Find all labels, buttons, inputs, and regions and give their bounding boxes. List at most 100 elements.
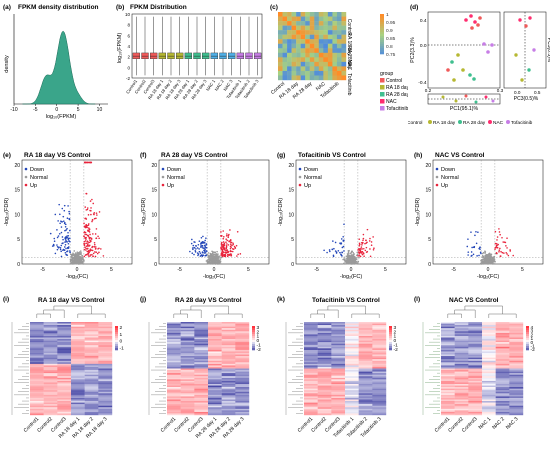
heatmap-cell <box>221 405 236 408</box>
heatmap-cell <box>331 411 346 414</box>
heatmap-scale-cell <box>389 330 392 333</box>
volcano-point-up <box>225 247 228 250</box>
heatmap-cell <box>180 388 195 391</box>
heatmap-cell <box>345 360 359 363</box>
volcano-point-normal <box>76 254 79 257</box>
heatmap-cell <box>468 384 483 386</box>
heatmap-cell <box>304 349 318 352</box>
volcano-point-up <box>90 238 93 240</box>
pca-legend-label: Tofacitinib <box>511 120 533 126</box>
heatmap-cell <box>30 332 44 335</box>
heatmap-scale-cell <box>115 344 118 347</box>
heatmap-cell <box>317 410 332 413</box>
heatmap-cell <box>194 363 209 366</box>
pca-xtick: 0.3 <box>497 88 504 93</box>
volcano-point-normal <box>207 252 210 254</box>
heatmap-cell <box>30 388 44 391</box>
heatmap-cell <box>98 388 113 391</box>
pc1-label: PC1(95.1)% <box>450 106 479 112</box>
heatmap-cell <box>180 366 195 369</box>
heatmap-cell <box>441 359 455 361</box>
heatmap-scale-label: 2 <box>531 332 534 338</box>
volcano-point-normal <box>211 250 213 253</box>
volcano-ytick: 0 <box>291 262 294 268</box>
heatmap-cell <box>345 408 359 411</box>
volcano-point-up <box>499 247 501 250</box>
boxplot-chart: (b) FPKM Distribution log₁₀(FPKM) -20246… <box>116 4 263 100</box>
heatmap-cell <box>331 322 346 324</box>
heatmap-cell <box>180 362 195 365</box>
volcano-point-up <box>357 249 359 251</box>
volcano-point-normal <box>357 260 360 263</box>
heatmap-cell <box>358 368 373 371</box>
corr-cell <box>323 75 329 81</box>
volcano-point-normal <box>342 262 345 265</box>
corr-cell <box>300 34 306 40</box>
pc1-marginal-point <box>441 95 445 99</box>
box <box>245 52 253 60</box>
heatmap-cell <box>221 384 236 386</box>
heatmap-cell <box>208 349 222 352</box>
heatmap-cell <box>30 328 44 330</box>
corr-cell <box>300 66 306 72</box>
corr-cell <box>287 75 292 81</box>
heatmap-scale-cell <box>115 328 118 331</box>
heatmap-cell <box>454 353 469 355</box>
heatmap-cell <box>84 399 99 402</box>
column-dendrogram <box>36 305 106 318</box>
heatmap-cell <box>495 382 510 385</box>
volcano-point-normal <box>480 259 483 261</box>
heatmap-cell <box>221 390 236 392</box>
heatmap-cell <box>441 399 455 402</box>
volcano-point-down <box>203 244 206 247</box>
volcano-point-down <box>204 239 206 242</box>
heatmap-cell <box>30 371 44 374</box>
volcano-point-up <box>358 253 361 255</box>
heatmap-cell <box>358 366 373 369</box>
heatmap-cell <box>57 335 72 338</box>
volcano-point-down <box>61 221 63 223</box>
heatmap-cell <box>30 362 44 365</box>
heatmap-cell <box>30 407 44 409</box>
heatmap-cell <box>468 387 483 389</box>
heatmap-cell <box>468 339 483 341</box>
corr-cell <box>278 75 283 81</box>
heatmap-cell <box>194 374 209 377</box>
heatmap-scale-cell <box>389 338 392 341</box>
heatmap-cell <box>30 356 44 358</box>
heatmap-cell <box>317 413 332 416</box>
heatmap-cell <box>167 413 181 416</box>
heatmap-cell <box>98 405 113 408</box>
heatmap-cell <box>235 401 250 403</box>
volcano-point-up <box>86 226 88 229</box>
heatmap-cell <box>317 377 332 380</box>
heatmap-cell <box>358 343 373 346</box>
heatmap-cell <box>208 404 222 406</box>
scale-cell <box>380 32 384 35</box>
volcano-point-up <box>368 240 371 242</box>
heatmap-cell <box>454 397 469 400</box>
volcano-point-up <box>501 251 504 254</box>
heatmap-cell <box>468 379 483 382</box>
corr-cell <box>318 34 324 40</box>
heatmap-cell <box>84 346 99 349</box>
heatmap-cell <box>30 322 44 324</box>
corr-cell <box>282 57 288 63</box>
volcano-point-up <box>88 231 91 233</box>
heatmap-cell <box>71 356 85 358</box>
heatmap-scale-label: -2 <box>257 347 262 353</box>
heatmap-cell <box>167 332 181 335</box>
heatmap-cell <box>331 323 346 326</box>
volcano-point-down <box>67 234 70 237</box>
heatmap-cell <box>57 323 72 326</box>
heatmap-cell <box>57 345 72 347</box>
heatmap-cell <box>43 380 58 383</box>
pca-point <box>464 18 468 22</box>
heatmap-cell <box>495 411 510 414</box>
heatmap-cell <box>43 354 58 357</box>
corr-cell <box>305 25 310 31</box>
heatmap-cell <box>482 357 496 360</box>
heatmap-cell <box>509 335 524 338</box>
pca-point <box>446 68 450 72</box>
heatmap-cell <box>167 376 181 378</box>
